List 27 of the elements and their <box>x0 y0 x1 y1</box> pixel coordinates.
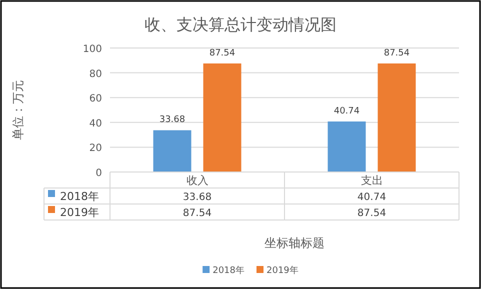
bar <box>203 63 242 172</box>
text: 2019年 <box>60 206 99 219</box>
bar <box>153 130 192 172</box>
text: 2018年 <box>212 266 244 276</box>
y-tick-label: 40 <box>89 118 102 130</box>
legend-label: 2019年 <box>266 265 298 276</box>
x-tick-label: 收入 <box>186 174 208 187</box>
bar <box>328 121 366 172</box>
y-tick-label: 60 <box>89 94 102 105</box>
data-label: 33.68 <box>182 192 212 203</box>
y-tick-label: 20 <box>89 143 102 154</box>
data-label: 87.54 <box>357 208 386 219</box>
text: 33.68 <box>159 115 186 126</box>
text: 87.54 <box>384 48 410 58</box>
data-label: 87.54 <box>182 208 212 219</box>
text: 87.54 <box>209 48 236 58</box>
bar <box>378 63 416 172</box>
y-tick-label: 0 <box>96 168 102 179</box>
y-axis-title: 单位：万元 <box>11 80 25 140</box>
x-tick-label: 支出 <box>360 174 383 187</box>
legend-label: 2018年 <box>60 190 99 203</box>
x-axis-title: 坐标轴标题 <box>264 236 324 250</box>
chart-title: 收、支决算总计变动情况图 <box>144 15 336 34</box>
text: 40.74 <box>334 106 360 116</box>
y-tick-label: 100 <box>82 44 102 55</box>
y-tick-label: 80 <box>89 68 102 80</box>
data-label: 40.74 <box>357 192 386 203</box>
